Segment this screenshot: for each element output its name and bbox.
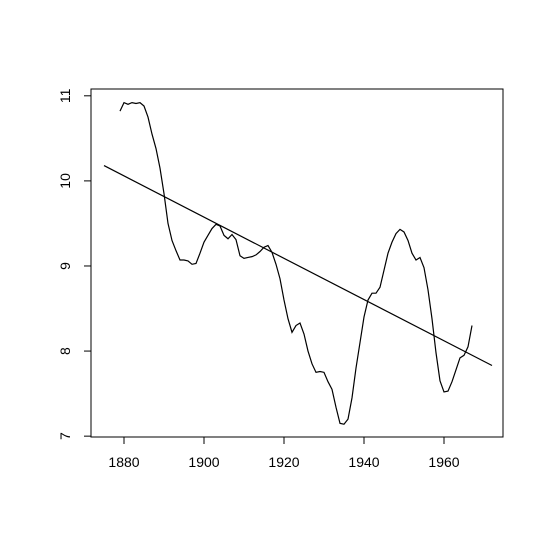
data-line [119,101,473,425]
data-line [103,165,493,367]
y-tick-label: 8 [57,347,73,355]
y-tick-label: 11 [57,88,73,103]
x-tick-label: 1900 [188,454,219,470]
x-tick-label: 1880 [108,454,139,470]
x-tick-label: 1940 [348,454,379,470]
x-tick-label: 1920 [268,454,299,470]
y-tick-label: 9 [57,262,73,270]
y-tick-label: 7 [57,432,73,440]
x-tick-label: 1960 [428,454,459,470]
y-tick-label: 10 [57,173,73,189]
